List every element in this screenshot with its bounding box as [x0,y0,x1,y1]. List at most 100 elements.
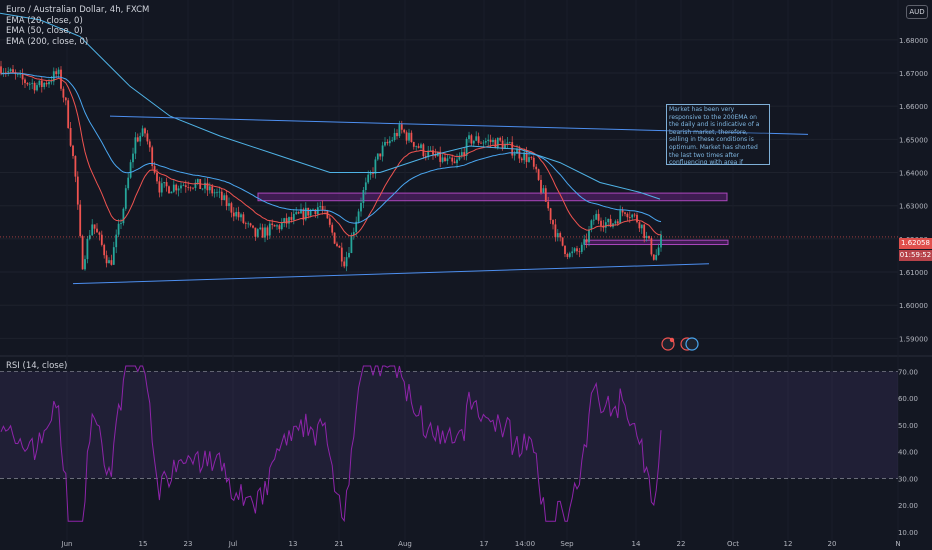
candle-body [650,238,653,255]
candle-body [350,235,353,253]
candle-body [556,233,559,238]
candle-body [638,222,641,229]
candle-body [489,139,492,143]
candle-body [4,72,7,74]
time-tick-label: Jun [61,540,73,548]
candle-body [528,157,530,162]
candle-body [619,210,622,224]
candle-body [590,220,593,230]
time-tick-label: 17 [480,540,489,548]
candle-body [432,150,434,155]
candle-body [220,191,223,201]
candle-body [391,139,394,141]
time-tick-label: N [895,540,900,548]
rsi-label[interactable]: RSI (14, close) [6,361,68,371]
candle-body [484,141,487,143]
price-tick-label: 1.68000 [899,37,928,45]
candle-body [12,69,14,73]
price-tick-label: 1.64000 [899,170,928,178]
candle-body [518,149,521,159]
candle-body [55,71,58,75]
candle-body [357,211,360,222]
ema20-label[interactable]: EMA (20, close, 0) [6,15,83,26]
candle-body [170,191,173,194]
candle-body [448,157,451,159]
symbol-title[interactable]: Euro / Australian Dollar, 4h, FXCM [6,5,150,15]
candle-body [194,182,197,189]
candle-body [446,158,449,162]
price-tick-label: 1.60000 [899,302,928,310]
time-tick-label: 22 [677,540,686,548]
candle-body [50,81,53,83]
candle-body [168,186,170,194]
candle-body [112,247,115,265]
candle-body [225,195,228,207]
candle-body [499,137,502,141]
candle-body [348,252,350,258]
candle-body [396,132,398,137]
candle-body [660,234,662,248]
candle-body [532,157,535,167]
candle-body [76,176,79,205]
candle-body [585,239,588,243]
candle-body [352,232,355,236]
candle-body [256,229,259,237]
candle-body [566,254,569,257]
candle-body [266,227,269,236]
candle-body [552,220,554,225]
rsi-band-fill [0,371,898,479]
candle-body [67,100,70,128]
candle-body [597,213,600,221]
candle-body [31,82,34,84]
ema50-line [0,72,662,224]
candle-body [93,224,96,229]
candle-body [206,182,209,191]
candle-body [417,146,420,148]
candle-body [535,166,538,170]
candle-body [403,129,406,133]
candle-body [38,80,41,86]
candle-body [412,142,415,147]
candle-body [360,202,362,212]
candle-body [45,82,48,85]
candle-body [331,224,334,233]
candle-body [24,79,26,83]
candle-body [463,152,466,156]
candle-body [621,210,624,213]
rsi-tick-label: 10.00 [898,529,918,537]
ema200-label[interactable]: EMA (200, close, 0) [6,36,89,47]
candle-body [69,127,72,146]
candle-body [451,157,454,162]
candle-body [345,257,348,267]
candle-body [326,210,329,219]
candles-group [0,60,662,272]
candle-body [7,71,10,73]
analysis-note[interactable]: Market has been very responsive to the 2… [666,104,770,165]
candle-body [127,177,130,189]
ema50-label[interactable]: EMA (50, close, 0) [6,26,83,36]
candle-body [52,71,55,82]
candle-body [434,154,437,157]
candle-body [482,142,485,144]
candle-body [657,247,660,255]
candle-body [180,185,182,189]
candle-body [48,81,50,85]
currency-button[interactable]: AUD [906,5,928,19]
candle-body [261,227,264,238]
candle-body [340,247,343,262]
candle-body [216,192,218,194]
candle-body [400,124,403,130]
time-tick-label: Jul [228,540,238,548]
candle-body [86,238,89,260]
candle-body [208,186,211,191]
candle-body [62,88,65,98]
candle-body [105,255,108,264]
candle-body [388,140,391,144]
candle-body [21,74,24,80]
candle-body [420,144,422,148]
candle-body [16,74,19,75]
candle-body [211,186,214,194]
candle-body [300,209,302,214]
candle-body [460,152,463,156]
